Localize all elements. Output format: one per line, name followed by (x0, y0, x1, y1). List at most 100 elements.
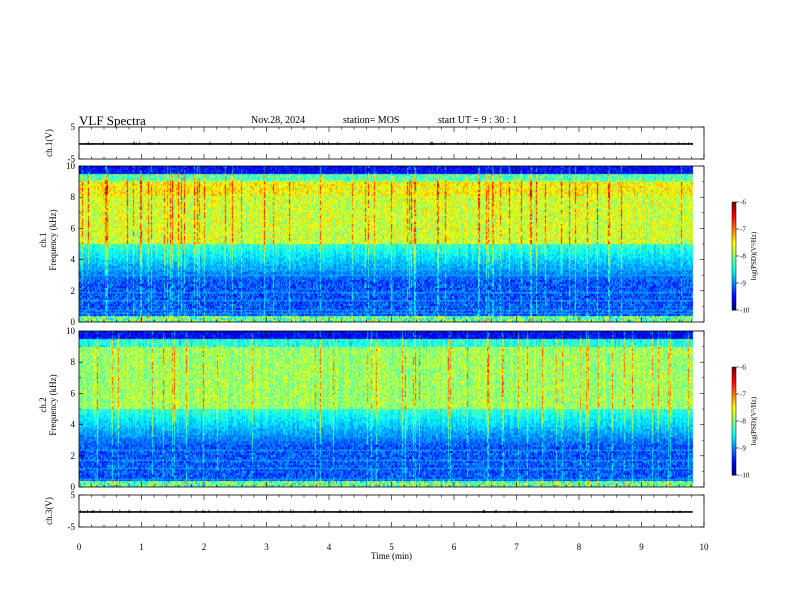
colorbar-swatch (732, 284, 736, 288)
colorbar-swatch (732, 234, 736, 237)
y-tick-label: 10 (66, 326, 76, 336)
colorbar-swatch (732, 225, 736, 228)
colorbar-swatch (732, 455, 736, 458)
colorbar-swatch (732, 440, 736, 444)
colorbar-swatch (732, 471, 736, 474)
colorbar-swatch (732, 374, 736, 377)
colorbar-swatch (732, 422, 736, 426)
colorbar-swatch (732, 388, 736, 391)
colorbar-swatch (732, 283, 736, 286)
colorbar-swatch (732, 272, 736, 275)
colorbar-swatch (732, 205, 736, 208)
colorbar-swatch (732, 379, 736, 382)
colorbar-swatch (732, 431, 736, 435)
x-axis-label: Time (min) (371, 551, 412, 561)
y-tick-label: 2 (71, 451, 76, 461)
colorbar-swatch (732, 301, 736, 304)
colorbar-swatch (732, 290, 736, 293)
y-tick-label: 4 (71, 255, 76, 265)
colorbar-label: log(PSD)(V²/Hz) (750, 396, 758, 445)
colorbar-swatch (732, 247, 736, 250)
colorbar-swatch (732, 469, 736, 472)
colorbar-swatch (732, 428, 736, 431)
colorbar-swatch (732, 299, 736, 302)
y-tick-label: 0 (71, 317, 76, 327)
colorbar-swatch (732, 218, 736, 221)
axes-panel-2: 0 2 4 6 8 10 ch.2 Frequency (kHz) (38, 326, 705, 492)
colorbar-swatch (732, 212, 736, 216)
colorbar-swatch (732, 227, 736, 230)
colorbar-swatch (732, 207, 736, 210)
colorbar-swatch (732, 430, 736, 433)
colorbar-tick-label: -10 (740, 472, 750, 480)
y-axis-label: ch.1 (38, 232, 48, 247)
colorbar-swatch (732, 254, 736, 257)
colorbar-swatch (732, 203, 736, 207)
colorbar-swatch (732, 275, 736, 279)
start-ut-label: start UT = 9 : 30 : 1 (438, 115, 518, 126)
colorbar-label: log(PSD)(V²/Hz) (750, 231, 758, 280)
y-tick-label: 8 (71, 357, 76, 367)
colorbar-swatch (732, 401, 736, 404)
y-axis-label: ch.2 (38, 397, 48, 412)
colorbar-swatch (732, 433, 736, 436)
colorbar-swatch (732, 308, 736, 311)
colorbar-swatch (732, 270, 736, 273)
colorbar-swatch (732, 408, 736, 411)
colorbar-swatch (732, 245, 736, 248)
colorbar-swatch (732, 466, 736, 469)
colorbar-tick-label: -7 (740, 226, 746, 234)
y-axis-label: Frequency (kHz) (48, 209, 58, 270)
colorbar-swatch (732, 446, 736, 449)
colorbar-swatch (732, 421, 736, 424)
colorbar-swatch (732, 268, 736, 271)
colorbar-tick-label: -9 (740, 445, 746, 453)
colorbar-swatch (732, 286, 736, 289)
x-tick-label: 6 (452, 542, 457, 552)
chart-title: VLF Spectra (79, 113, 146, 128)
colorbar-swatch (732, 304, 736, 307)
colorbar-swatch (732, 386, 736, 390)
colorbar-swatch (732, 394, 736, 397)
colorbar-swatch (732, 266, 736, 270)
colorbar-swatch (732, 385, 736, 388)
colorbar-swatch (732, 458, 736, 462)
x-tick-label: 8 (577, 542, 582, 552)
x-tick-label: 2 (202, 542, 207, 552)
colorbar-swatch (732, 372, 736, 375)
colorbar-swatch (732, 274, 736, 277)
colorbar-swatch (732, 263, 736, 266)
colorbar-swatch (732, 460, 736, 463)
colorbar-swatch (732, 383, 736, 386)
colorbar-swatch (732, 399, 736, 402)
colorbar-swatch (732, 462, 736, 465)
colorbar-swatch (732, 230, 736, 234)
colorbar-swatch (732, 444, 736, 447)
colorbar-swatch (732, 202, 736, 205)
colorbar-swatch (732, 292, 736, 295)
colorbar-swatch (732, 377, 736, 381)
spectrogram-ch2 (79, 331, 704, 487)
colorbar-swatch (732, 277, 736, 280)
colorbar-tick-label: -9 (740, 280, 746, 288)
colorbar-swatch (732, 265, 736, 268)
x-tick-label: 3 (264, 542, 269, 552)
colorbar-swatch (732, 390, 736, 393)
y-axis-label: ch.1(V) (44, 129, 54, 157)
y-axis-label: ch.3(V) (44, 497, 54, 525)
colorbar-swatch (732, 221, 736, 225)
colorbar-swatch (732, 439, 736, 442)
colorbar-swatch (732, 406, 736, 409)
y-tick-label: -5 (68, 154, 76, 164)
colorbar-swatch (732, 404, 736, 408)
x-tick-label: 1 (139, 542, 144, 552)
colorbar-swatch (732, 252, 736, 255)
colorbar-swatch (732, 397, 736, 400)
station-label: station= MOS (343, 115, 400, 126)
colorbar-swatch (732, 288, 736, 291)
colorbar-ch1: -6 -7 -8 -9 -10 log(PSD)(V²/Hz) (731, 199, 758, 315)
y-tick-label: 4 (71, 420, 76, 430)
x-tick-label: 0 (77, 542, 82, 552)
colorbar-swatch (732, 376, 736, 379)
